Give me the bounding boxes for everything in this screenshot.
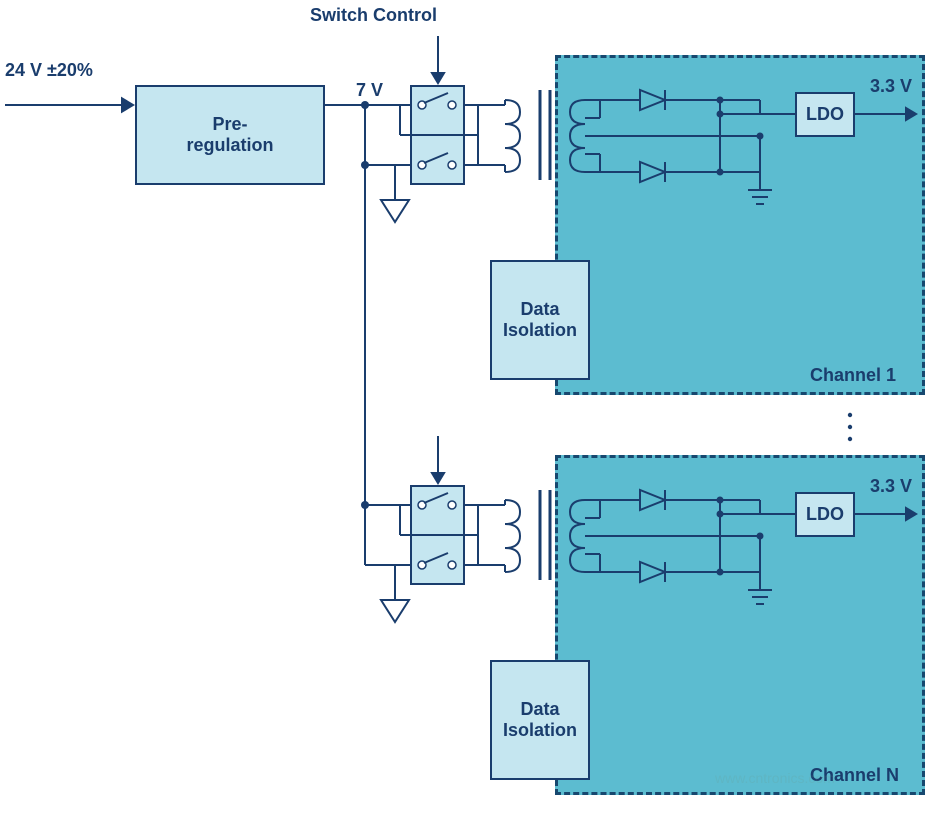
- channel-1-panel: [555, 55, 925, 395]
- vin-label: 24 V ±20%: [5, 60, 93, 81]
- channel-1-label: Channel 1: [810, 365, 896, 386]
- preregulation-block: Pre- regulation: [135, 85, 325, 185]
- v7-label: 7 V: [356, 80, 383, 101]
- channel-n-panel: [555, 455, 925, 795]
- data-isolation-block-2: Data Isolation: [490, 660, 590, 780]
- ldo-block-2: LDO: [795, 492, 855, 537]
- vout1-label: 3.3 V: [870, 76, 912, 97]
- switch-block-2: [410, 485, 465, 585]
- data-isolation-block-1: Data Isolation: [490, 260, 590, 380]
- watermark: www.cntronics.com: [715, 770, 835, 786]
- switch-control-label: Switch Control: [310, 5, 437, 26]
- switch-block-1: [410, 85, 465, 185]
- ldo-block-1: LDO: [795, 92, 855, 137]
- vout2-label: 3.3 V: [870, 476, 912, 497]
